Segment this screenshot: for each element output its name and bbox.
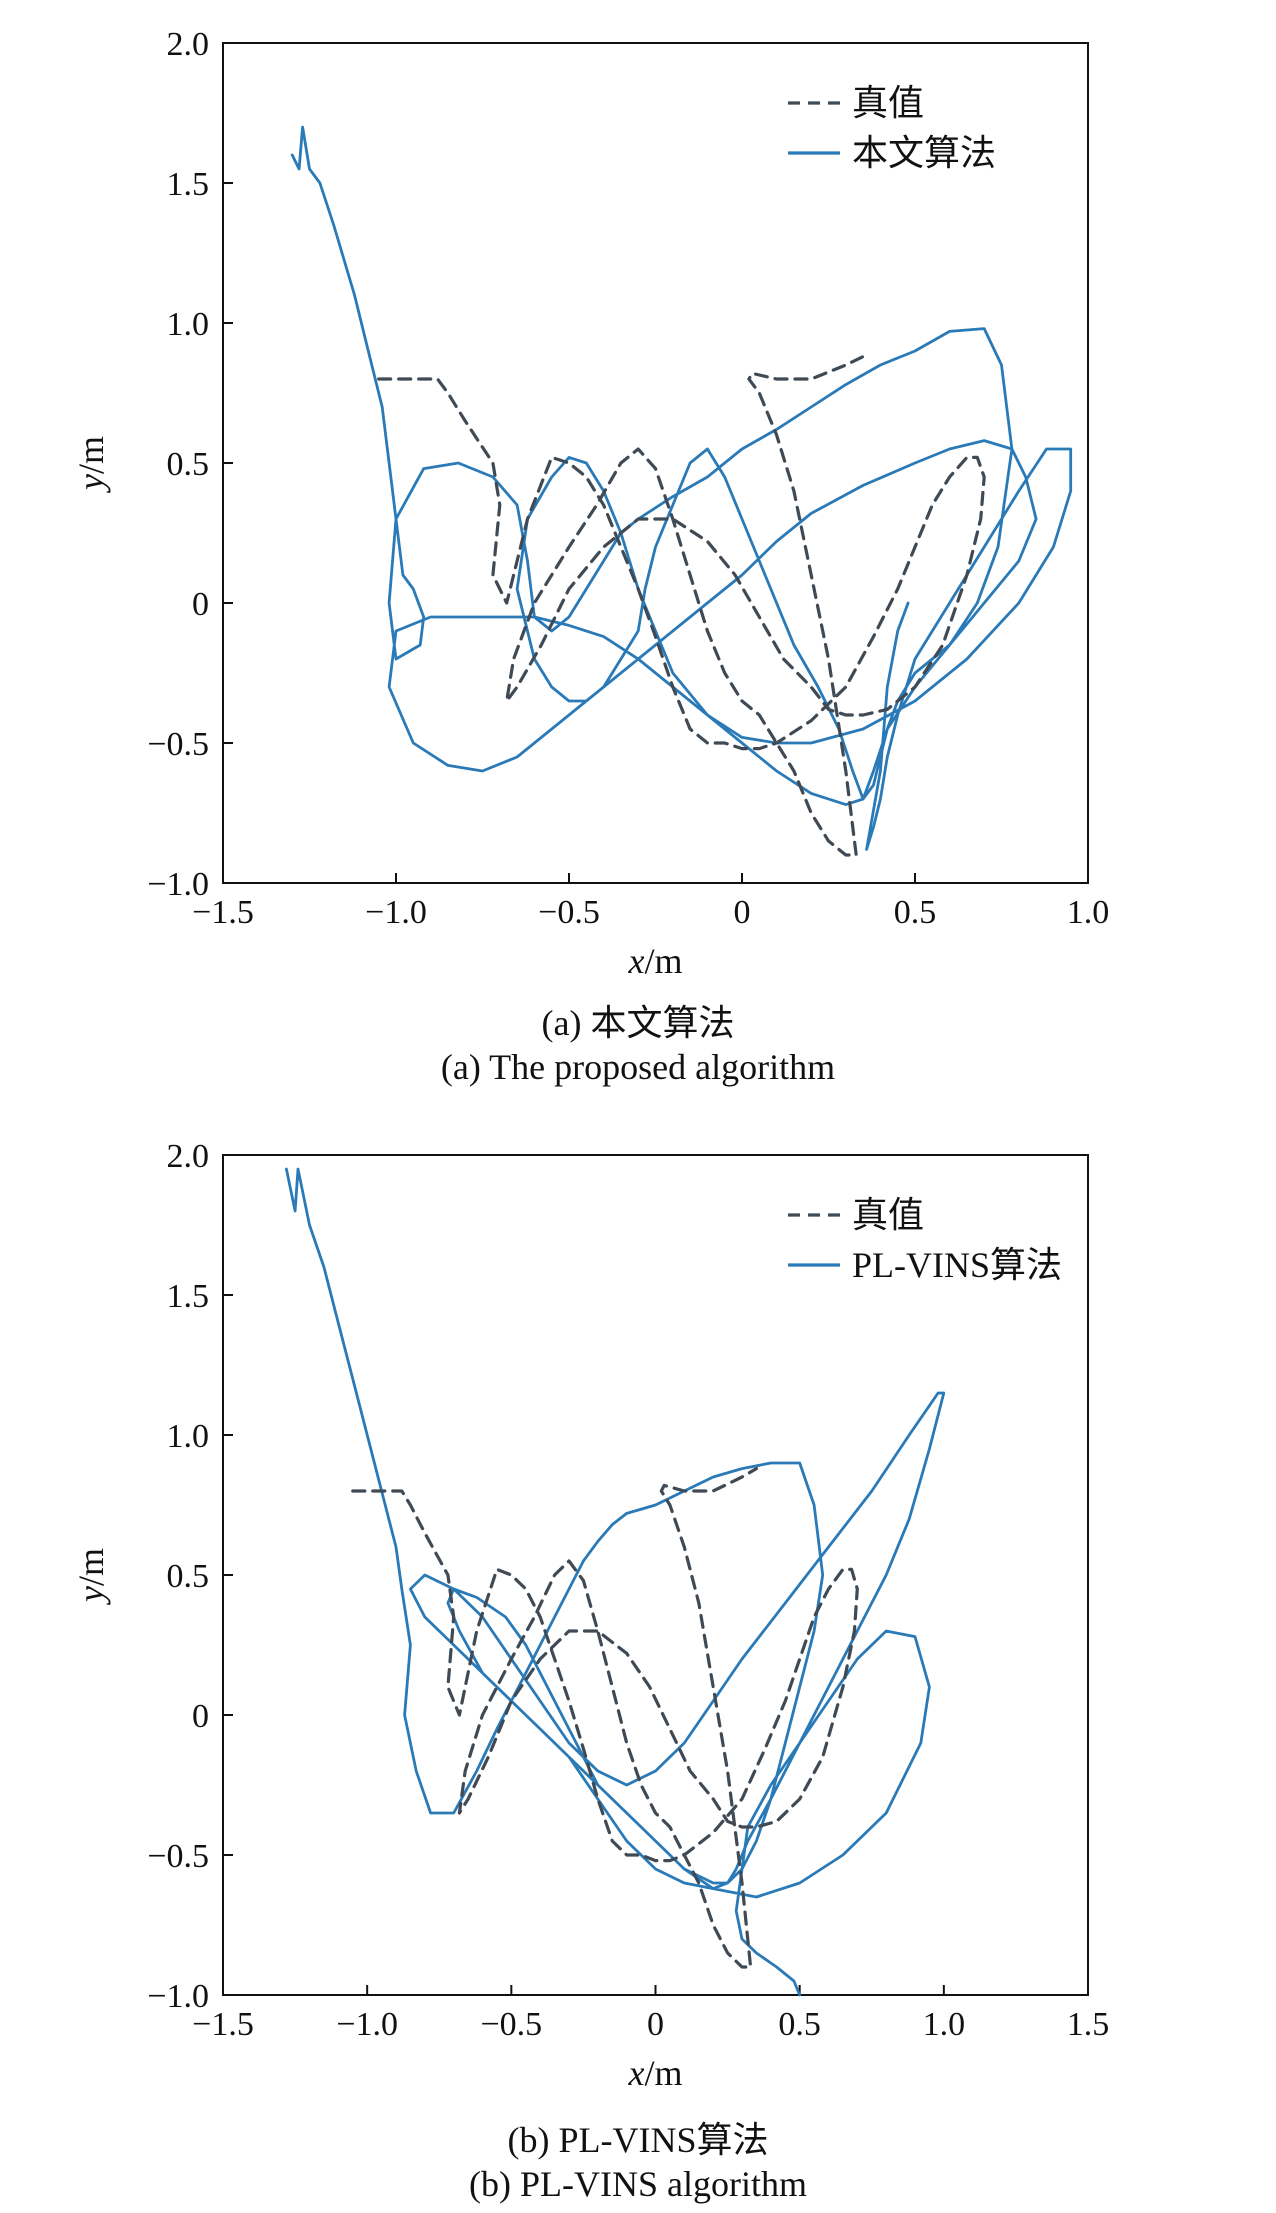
chart-b-legend-label-ground-truth: 真值 [852,1195,924,1235]
chart-b-xtick-label: 0 [647,2006,664,2043]
chart-b-ytick-label: −0.5 [147,1838,209,1875]
caption-a-cn: (a) 本文算法 [541,1003,735,1043]
chart-b-xtick-label: −1.5 [192,2006,254,2043]
chart-a-xlabel: x/m [628,941,683,981]
chart-a-xtick-label: −0.5 [538,894,600,931]
chart-a-xtick-label: 0 [734,894,751,931]
caption-b-cn: (b) PL-VINS算法 [507,2120,769,2160]
chart-b-series-estimate-line [285,1167,946,1997]
chart-a-xtick-label: 0.5 [894,894,937,931]
chart-a-series-estimate-line [290,125,1073,851]
chart-a-ytick-label: −0.5 [147,726,209,763]
chart-b-xtick-label: −1.0 [336,2006,398,2043]
chart-a-ylabel: y/m [71,436,111,493]
chart-a-ytick-label: −1.0 [147,866,209,903]
chart-a-xtick-label: −1.0 [365,894,427,931]
chart-a-series-ground-truth-line [377,355,986,857]
chart-b-xtick-label: 1.0 [923,2006,966,2043]
chart-a-legend-label-ground-truth: 真值 [852,83,924,123]
chart-b-ytick-label: 1.0 [167,1418,210,1455]
chart-b-ytick-label: 0 [192,1698,209,1735]
chart-b-ytick-label: 2.0 [167,1138,210,1175]
chart-a-xtick-label: −1.5 [192,894,254,931]
chart-a-ytick-label: 0.5 [167,446,210,483]
caption-b-en: (b) PL-VINS algorithm [469,2164,807,2204]
caption-a-en: (a) The proposed algorithm [440,1047,836,1087]
chart-b-ytick-label: 1.5 [167,1278,210,1315]
chart-a-ytick-label: 0 [192,586,209,623]
chart-a-xtick-label: 1.0 [1067,894,1110,931]
chart-a-ytick-label: 1.5 [167,166,210,203]
chart-b-xtick-label: −0.5 [480,2006,542,2043]
chart-a-ytick-label: 1.0 [167,306,210,343]
chart-b-xlabel: x/m [628,2053,683,2093]
chart-a-ytick-label: 2.0 [167,26,210,63]
chart-b-ytick-label: 0.5 [167,1558,210,1595]
chart-b-xtick-label: 0.5 [778,2006,821,2043]
chart-b-series-ground-truth-line [351,1467,859,1969]
chart-b-ylabel: y/m [71,1548,111,1605]
chart-b-legend-label-estimate: PL-VINS算法 [852,1245,1062,1285]
chart-a-legend-label-estimate: 本文算法 [852,133,996,173]
chart-b-xtick-label: 1.5 [1067,2006,1110,2043]
chart-b-ytick-label: −1.0 [147,1978,209,2015]
